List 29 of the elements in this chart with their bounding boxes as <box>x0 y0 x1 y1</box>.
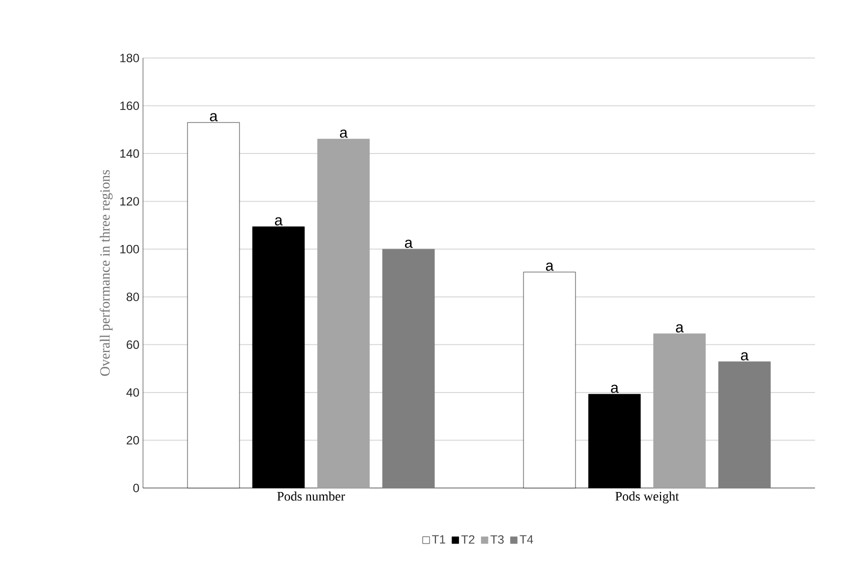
bar <box>317 138 370 488</box>
x-tick-label: Pods number <box>277 492 346 501</box>
y-tick-label: 20 <box>126 436 140 444</box>
y-tick-label: 100 <box>120 244 139 254</box>
legend-label: T2 <box>461 535 474 544</box>
annotation: a <box>210 113 218 122</box>
bar <box>382 248 435 488</box>
annotation: a <box>546 262 554 271</box>
legend-label: T4 <box>520 535 534 544</box>
y-tick-label: 120 <box>120 197 139 206</box>
legend-label: T3 <box>490 535 504 544</box>
annotation: a <box>676 324 684 332</box>
annotation: a <box>404 240 413 248</box>
annotation: a <box>740 352 749 360</box>
x-tick-label: Pods weight <box>615 492 679 504</box>
y-tick-label: 180 <box>120 54 139 62</box>
y-tick-label: 60 <box>126 340 140 349</box>
bar <box>718 361 771 488</box>
y-tick-label: 0 <box>133 484 140 492</box>
y-tick-label: 160 <box>120 102 139 110</box>
y-tick-label: 140 <box>120 149 139 158</box>
annotation: a <box>610 384 619 393</box>
annotation: a <box>274 217 283 226</box>
bar <box>653 333 706 488</box>
y-axis-title: Overall performance in three regions <box>100 170 113 376</box>
y-tick-label: 80 <box>126 292 140 302</box>
annotation: a <box>340 130 348 138</box>
y-tick-label: 40 <box>126 388 140 397</box>
legend-label: T1 <box>432 535 446 544</box>
